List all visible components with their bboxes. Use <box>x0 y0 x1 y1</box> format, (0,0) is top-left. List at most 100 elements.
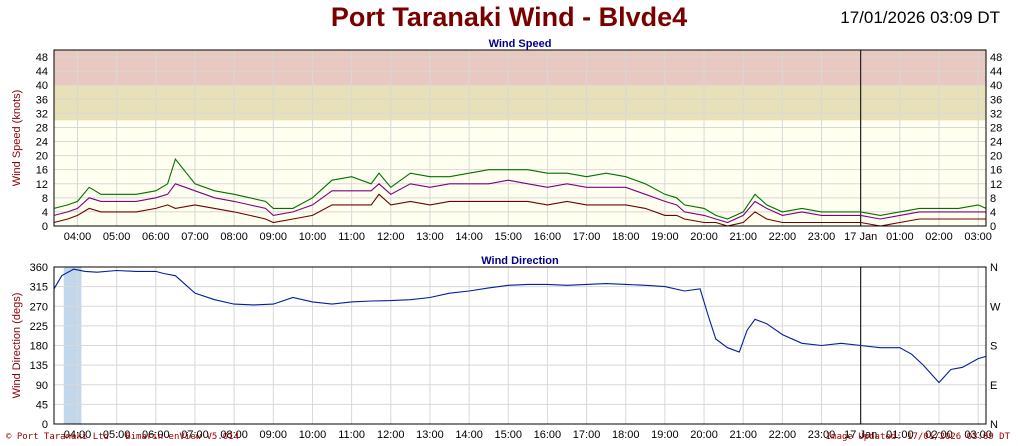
speed-xtick: 22:00 <box>769 231 797 243</box>
speed-band-0 <box>54 50 986 86</box>
speed-ytick-left: 12 <box>36 179 48 191</box>
dir-ytick-left: 90 <box>36 380 48 392</box>
speed-ytick-left: 32 <box>36 108 48 120</box>
speed-xtick: 20:00 <box>690 231 718 243</box>
speed-ytick-left: 40 <box>36 80 48 92</box>
dir-ytick-left: 360 <box>30 262 48 274</box>
dir-compass-label: W <box>990 301 1001 313</box>
speed-xtick: 17 Jan <box>844 231 877 243</box>
dir-xtick: 06:00 <box>142 429 170 441</box>
header-datetime: 17/01/2026 03:09 DT <box>840 8 1000 27</box>
speed-band-2 <box>54 120 986 226</box>
dir-xtick: 01:00 <box>886 429 914 441</box>
speed-ytick-left: 0 <box>42 221 48 233</box>
dir-ytick-left: 315 <box>30 282 48 294</box>
speed-ytick-left: 48 <box>36 52 48 64</box>
dir-ytick-left: 270 <box>30 301 48 313</box>
footer-updated: Image Updated: 17/01/2026 03:09 DT <box>826 432 1011 442</box>
speed-xtick: 15:00 <box>494 231 522 243</box>
speed-xtick: 02:00 <box>925 231 953 243</box>
speed-ytick-left: 16 <box>36 165 48 177</box>
dir-xtick: 21:00 <box>729 429 757 441</box>
dir-xtick: 16:00 <box>534 429 562 441</box>
speed-xtick: 13:00 <box>416 231 444 243</box>
speed-xtick: 17:00 <box>573 231 601 243</box>
dir-compass-label: N <box>990 262 998 274</box>
dir-ytick-left: 225 <box>30 321 48 333</box>
speed-ytick-right: 32 <box>990 108 1002 120</box>
speed-xtick: 06:00 <box>142 231 170 243</box>
speed-ytick-right: 16 <box>990 165 1002 177</box>
speed-xtick: 21:00 <box>729 231 757 243</box>
direction-series <box>53 268 987 384</box>
speed-ytick-left: 20 <box>36 151 48 163</box>
speed-ytick-right: 20 <box>990 151 1002 163</box>
dir-xtick: 19:00 <box>651 429 679 441</box>
dir-ytick-left: 135 <box>30 360 48 372</box>
dir-compass-label: E <box>990 380 997 392</box>
dir-xtick: 05:00 <box>103 429 131 441</box>
speed-ytick-right: 44 <box>990 66 1002 78</box>
speed-ytick-right: 40 <box>990 80 1002 92</box>
speed-xtick: 11:00 <box>338 231 365 243</box>
speed-xtick: 01:00 <box>886 231 914 243</box>
dir-xtick: 17:00 <box>573 429 601 441</box>
speed-ytick-right: 0 <box>990 221 996 233</box>
dir-xtick: 11:00 <box>338 429 365 441</box>
dir-xtick: 18:00 <box>612 429 640 441</box>
speed-xtick: 08:00 <box>220 231 248 243</box>
dir-xtick: 03:00 <box>964 429 992 441</box>
speed-series-avg <box>53 179 986 224</box>
dir-xtick: 22:00 <box>769 429 797 441</box>
dir-xtick: 09:00 <box>260 429 288 441</box>
speed-ytick-right: 8 <box>990 193 996 205</box>
dir-compass-label: N <box>990 419 998 431</box>
speed-ytick-right: 28 <box>990 122 1002 134</box>
dir-xtick: 13:00 <box>416 429 444 441</box>
dir-xtick: 17 Jan <box>844 429 877 441</box>
speed-ytick-left: 4 <box>42 207 48 219</box>
dir-ytick-left: 180 <box>30 341 48 353</box>
dir-xtick: 20:00 <box>690 429 718 441</box>
chart-title: Port Taranaki Wind - Blvde4 <box>330 2 688 32</box>
dir-xtick: 04:00 <box>64 429 92 441</box>
speed-ytick-right: 4 <box>990 207 996 219</box>
speed-series-gust <box>53 157 987 220</box>
speed-axis-title: Wind Speed (knots) <box>11 90 23 187</box>
dir-panel-title: Wind Direction <box>481 255 559 267</box>
speed-series-min <box>53 193 986 227</box>
speed-ytick-left: 36 <box>36 94 48 106</box>
wind-direction-panel: 0 45 90 135 180 225 270 315 360 N E S W N 04:00 05:00 06… <box>11 255 1001 441</box>
speed-xtick: 16:00 <box>534 231 562 243</box>
dir-xtick: 08:00 <box>220 429 248 441</box>
dir-xtick: 07:00 <box>181 429 209 441</box>
speed-ytick-right: 12 <box>990 179 1002 191</box>
speed-xtick: 19:00 <box>651 231 679 243</box>
dir-xtick: 10:00 <box>299 429 327 441</box>
speed-band-1 <box>54 85 986 121</box>
speed-xtick: 12:00 <box>377 231 405 243</box>
speed-panel-title: Wind Speed <box>489 38 552 50</box>
speed-ytick-left: 28 <box>36 122 48 134</box>
speed-ytick-left: 44 <box>36 66 48 78</box>
dir-ytick-left: 45 <box>36 399 48 411</box>
speed-xtick: 09:00 <box>260 231 288 243</box>
dir-compass-label: S <box>990 341 997 353</box>
speed-xtick: 18:00 <box>612 231 640 243</box>
dir-xtick: 02:00 <box>925 429 953 441</box>
speed-ytick-right: 36 <box>990 94 1002 106</box>
speed-ytick-left: 8 <box>42 193 48 205</box>
speed-xtick: 10:00 <box>299 231 327 243</box>
speed-ytick-right: 48 <box>990 52 1002 64</box>
footer-credit: © Port Taranaki Ltd - Bimarin enView V5.… <box>6 432 239 442</box>
speed-xtick: 07:00 <box>181 231 209 243</box>
speed-xtick: 03:00 <box>964 231 992 243</box>
speed-xtick: 04:00 <box>64 231 92 243</box>
speed-xtick: 14:00 <box>455 231 483 243</box>
dir-ytick-left: 0 <box>42 419 48 431</box>
speed-xtick: 23:00 <box>808 231 836 243</box>
dir-xtick: 15:00 <box>494 429 522 441</box>
dir-xtick: 14:00 <box>455 429 483 441</box>
